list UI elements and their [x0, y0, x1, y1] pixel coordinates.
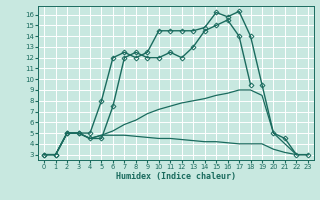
X-axis label: Humidex (Indice chaleur): Humidex (Indice chaleur): [116, 172, 236, 181]
